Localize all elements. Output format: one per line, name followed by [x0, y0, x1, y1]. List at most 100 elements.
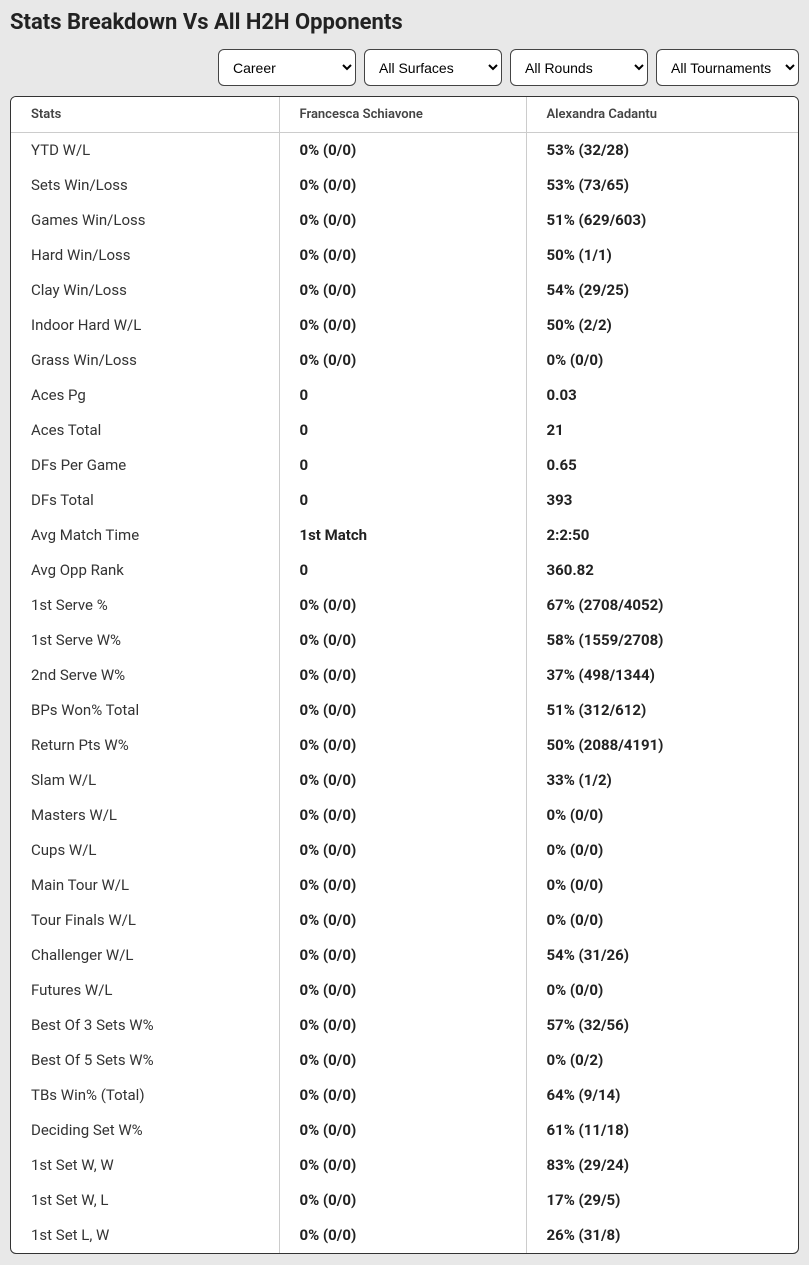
player2-value: 0% (0/0) [526, 833, 798, 868]
player1-value: 0% (0/0) [279, 1113, 526, 1148]
player2-value: 0.03 [526, 378, 798, 413]
player2-value: 50% (1/1) [526, 238, 798, 273]
player2-value: 57% (32/56) [526, 1008, 798, 1043]
period-select[interactable]: Career [218, 49, 356, 86]
stat-label: DFs Total [11, 483, 279, 518]
table-row: Deciding Set W%0% (0/0)61% (11/18) [11, 1113, 798, 1148]
player2-value: 58% (1559/2708) [526, 623, 798, 658]
player1-value: 0% (0/0) [279, 658, 526, 693]
table-row: Best Of 3 Sets W%0% (0/0)57% (32/56) [11, 1008, 798, 1043]
player2-value: 0% (0/0) [526, 798, 798, 833]
stat-label: Return Pts W% [11, 728, 279, 763]
stat-label: Main Tour W/L [11, 868, 279, 903]
surface-select[interactable]: All Surfaces [364, 49, 502, 86]
player1-value: 0% (0/0) [279, 903, 526, 938]
table-row: 2nd Serve W%0% (0/0)37% (498/1344) [11, 658, 798, 693]
table-row: YTD W/L0% (0/0)53% (32/28) [11, 133, 798, 168]
player2-value: 393 [526, 483, 798, 518]
player1-value: 0% (0/0) [279, 168, 526, 203]
player1-value: 0% (0/0) [279, 273, 526, 308]
player2-value: 61% (11/18) [526, 1113, 798, 1148]
stat-label: Cups W/L [11, 833, 279, 868]
tournament-select[interactable]: All Tournaments [656, 49, 799, 86]
table-row: 1st Set W, L0% (0/0)17% (29/5) [11, 1183, 798, 1218]
player1-value: 0% (0/0) [279, 308, 526, 343]
stat-label: Grass Win/Loss [11, 343, 279, 378]
stat-label: Avg Opp Rank [11, 553, 279, 588]
player1-value: 0% (0/0) [279, 1043, 526, 1078]
table-row: Games Win/Loss0% (0/0)51% (629/603) [11, 203, 798, 238]
table-row: Hard Win/Loss0% (0/0)50% (1/1) [11, 238, 798, 273]
player1-value: 0% (0/0) [279, 343, 526, 378]
table-row: Avg Opp Rank0360.82 [11, 553, 798, 588]
stat-label: Tour Finals W/L [11, 903, 279, 938]
player1-value: 0% (0/0) [279, 728, 526, 763]
table-row: Clay Win/Loss0% (0/0)54% (29/25) [11, 273, 798, 308]
stat-label: Futures W/L [11, 973, 279, 1008]
stat-label: BPs Won% Total [11, 693, 279, 728]
stat-label: 2nd Serve W% [11, 658, 279, 693]
player2-value: 17% (29/5) [526, 1183, 798, 1218]
stat-label: 1st Set W, W [11, 1148, 279, 1183]
stat-label: Best Of 3 Sets W% [11, 1008, 279, 1043]
table-row: 1st Set L, W0% (0/0)26% (31/8) [11, 1218, 798, 1253]
stat-label: Hard Win/Loss [11, 238, 279, 273]
player2-value: 51% (312/612) [526, 693, 798, 728]
player1-value: 0% (0/0) [279, 1183, 526, 1218]
table-row: Main Tour W/L0% (0/0)0% (0/0) [11, 868, 798, 903]
table-row: Best Of 5 Sets W%0% (0/0)0% (0/2) [11, 1043, 798, 1078]
col-header-stats: Stats [11, 97, 279, 133]
stat-label: Challenger W/L [11, 938, 279, 973]
player2-value: 51% (629/603) [526, 203, 798, 238]
player1-value: 0 [279, 553, 526, 588]
player1-value: 0% (0/0) [279, 203, 526, 238]
player2-value: 33% (1/2) [526, 763, 798, 798]
player2-value: 64% (9/14) [526, 1078, 798, 1113]
player1-value: 0% (0/0) [279, 1218, 526, 1253]
stat-label: Aces Pg [11, 378, 279, 413]
table-row: 1st Serve %0% (0/0)67% (2708/4052) [11, 588, 798, 623]
table-row: Aces Total021 [11, 413, 798, 448]
player2-value: 21 [526, 413, 798, 448]
player1-value: 0% (0/0) [279, 833, 526, 868]
stat-label: TBs Win% (Total) [11, 1078, 279, 1113]
table-row: Grass Win/Loss0% (0/0)0% (0/0) [11, 343, 798, 378]
stat-label: Best Of 5 Sets W% [11, 1043, 279, 1078]
stat-label: Aces Total [11, 413, 279, 448]
player2-value: 67% (2708/4052) [526, 588, 798, 623]
player1-value: 0% (0/0) [279, 938, 526, 973]
player2-value: 0% (0/0) [526, 903, 798, 938]
stat-label: Deciding Set W% [11, 1113, 279, 1148]
table-row: Indoor Hard W/L0% (0/0)50% (2/2) [11, 308, 798, 343]
table-row: Aces Pg00.03 [11, 378, 798, 413]
col-header-player1: Francesca Schiavone [279, 97, 526, 133]
stat-label: Sets Win/Loss [11, 168, 279, 203]
player1-value: 0% (0/0) [279, 763, 526, 798]
player1-value: 0% (0/0) [279, 1078, 526, 1113]
player2-value: 0% (0/2) [526, 1043, 798, 1078]
table-row: Slam W/L0% (0/0)33% (1/2) [11, 763, 798, 798]
player1-value: 0% (0/0) [279, 693, 526, 728]
player2-value: 53% (73/65) [526, 168, 798, 203]
table-row: Futures W/L0% (0/0)0% (0/0) [11, 973, 798, 1008]
player2-value: 50% (2088/4191) [526, 728, 798, 763]
player2-value: 360.82 [526, 553, 798, 588]
player2-value: 0% (0/0) [526, 868, 798, 903]
table-row: BPs Won% Total0% (0/0)51% (312/612) [11, 693, 798, 728]
col-header-player2: Alexandra Cadantu [526, 97, 798, 133]
stat-label: Games Win/Loss [11, 203, 279, 238]
player2-value: 50% (2/2) [526, 308, 798, 343]
table-header-row: Stats Francesca Schiavone Alexandra Cada… [11, 97, 798, 133]
stat-label: DFs Per Game [11, 448, 279, 483]
round-select[interactable]: All Rounds [510, 49, 648, 86]
table-row: Cups W/L0% (0/0)0% (0/0) [11, 833, 798, 868]
table-row: Masters W/L0% (0/0)0% (0/0) [11, 798, 798, 833]
player2-value: 83% (29/24) [526, 1148, 798, 1183]
stats-table: Stats Francesca Schiavone Alexandra Cada… [11, 97, 798, 1253]
stat-label: Avg Match Time [11, 518, 279, 553]
player1-value: 0% (0/0) [279, 238, 526, 273]
player2-value: 0.65 [526, 448, 798, 483]
player2-value: 0% (0/0) [526, 343, 798, 378]
page-title: Stats Breakdown Vs All H2H Opponents [10, 10, 799, 35]
stat-label: 1st Serve W% [11, 623, 279, 658]
